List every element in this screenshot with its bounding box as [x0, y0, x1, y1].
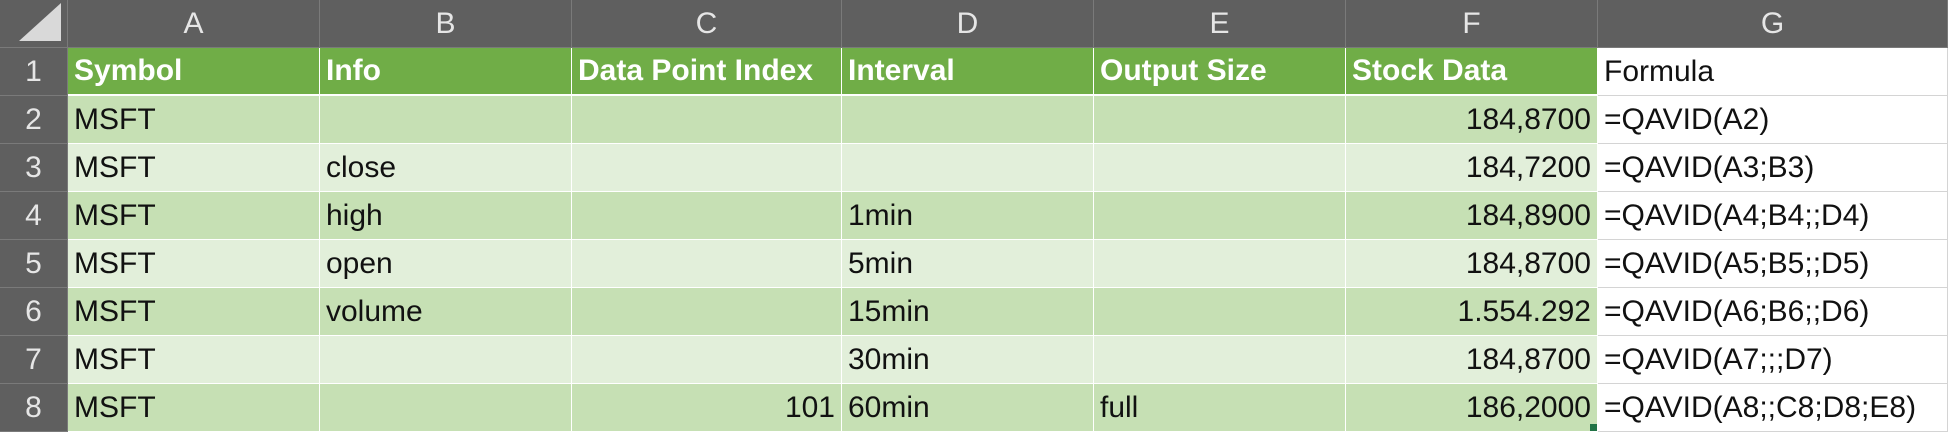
header-cell-info[interactable]: Info: [320, 48, 572, 96]
row-header-5[interactable]: 5: [0, 240, 68, 288]
cell-data-point-index[interactable]: [572, 192, 842, 240]
cell-symbol[interactable]: MSFT: [68, 96, 320, 144]
cell-info[interactable]: open: [320, 240, 572, 288]
column-header-d[interactable]: D: [842, 0, 1094, 48]
cell-info[interactable]: [320, 96, 572, 144]
row-header-6[interactable]: 6: [0, 288, 68, 336]
cell-symbol[interactable]: MSFT: [68, 144, 320, 192]
column-header-f[interactable]: F: [1346, 0, 1598, 48]
cell-symbol[interactable]: MSFT: [68, 192, 320, 240]
cell-interval[interactable]: [842, 144, 1094, 192]
header-cell-output-size[interactable]: Output Size: [1094, 48, 1346, 96]
cell-output-size[interactable]: [1094, 96, 1346, 144]
cell-interval[interactable]: 60min: [842, 384, 1094, 432]
cell-info[interactable]: high: [320, 192, 572, 240]
cell-formula[interactable]: =QAVID(A5;B5;;D5): [1598, 240, 1948, 288]
row-header-8[interactable]: 8: [0, 384, 68, 432]
cell-interval[interactable]: 15min: [842, 288, 1094, 336]
row-header-4[interactable]: 4: [0, 192, 68, 240]
row-header-1[interactable]: 1: [0, 48, 68, 96]
header-cell-interval[interactable]: Interval: [842, 48, 1094, 96]
row-header-3[interactable]: 3: [0, 144, 68, 192]
cell-output-size[interactable]: [1094, 144, 1346, 192]
cell-stock-data[interactable]: 184,8700: [1346, 336, 1598, 384]
cell-output-size[interactable]: [1094, 240, 1346, 288]
cell-interval[interactable]: 30min: [842, 336, 1094, 384]
cell-formula[interactable]: =QAVID(A6;B6;;D6): [1598, 288, 1948, 336]
select-all-corner[interactable]: [0, 0, 68, 48]
cell-stock-data[interactable]: 186,2000: [1346, 384, 1598, 432]
cell-stock-data[interactable]: 184,7200: [1346, 144, 1598, 192]
cell-data-point-index[interactable]: [572, 144, 842, 192]
cell-data-point-index[interactable]: 101: [572, 384, 842, 432]
cell-data-point-index[interactable]: [572, 288, 842, 336]
cell-formula[interactable]: =QAVID(A2): [1598, 96, 1948, 144]
cell-info[interactable]: close: [320, 144, 572, 192]
cell-formula[interactable]: =QAVID(A7;;;D7): [1598, 336, 1948, 384]
select-all-triangle-icon: [19, 3, 61, 41]
cell-info[interactable]: volume: [320, 288, 572, 336]
cell-symbol[interactable]: MSFT: [68, 384, 320, 432]
cell-interval[interactable]: 1min: [842, 192, 1094, 240]
column-header-b[interactable]: B: [320, 0, 572, 48]
header-cell-formula[interactable]: Formula: [1598, 48, 1948, 96]
cell-symbol[interactable]: MSFT: [68, 240, 320, 288]
cell-output-size[interactable]: full: [1094, 384, 1346, 432]
header-cell-data-point-index[interactable]: Data Point Index: [572, 48, 842, 96]
cell-data-point-index[interactable]: [572, 240, 842, 288]
cell-symbol[interactable]: MSFT: [68, 288, 320, 336]
cell-interval[interactable]: [842, 96, 1094, 144]
row-header-7[interactable]: 7: [0, 336, 68, 384]
cell-stock-data[interactable]: 184,8900: [1346, 192, 1598, 240]
header-cell-symbol[interactable]: Symbol: [68, 48, 320, 96]
cell-data-point-index[interactable]: [572, 96, 842, 144]
cell-stock-data[interactable]: 1.554.292: [1346, 288, 1598, 336]
fill-handle-icon[interactable]: [1590, 424, 1597, 431]
row-header-2[interactable]: 2: [0, 96, 68, 144]
cell-interval[interactable]: 5min: [842, 240, 1094, 288]
cell-output-size[interactable]: [1094, 288, 1346, 336]
cell-formula[interactable]: =QAVID(A4;B4;;D4): [1598, 192, 1948, 240]
cell-stock-data[interactable]: 184,8700: [1346, 96, 1598, 144]
cell-data-point-index[interactable]: [572, 336, 842, 384]
header-cell-stock-data[interactable]: Stock Data: [1346, 48, 1598, 96]
cell-info[interactable]: [320, 384, 572, 432]
cell-output-size[interactable]: [1094, 336, 1346, 384]
cell-formula[interactable]: =QAVID(A8;;C8;D8;E8): [1598, 384, 1948, 432]
cell-stock-data-value: 186,2000: [1465, 390, 1591, 424]
column-header-e[interactable]: E: [1094, 0, 1346, 48]
column-header-c[interactable]: C: [572, 0, 842, 48]
cell-info[interactable]: [320, 336, 572, 384]
cell-symbol[interactable]: MSFT: [68, 336, 320, 384]
cell-stock-data[interactable]: 184,8700: [1346, 240, 1598, 288]
column-header-a[interactable]: A: [68, 0, 320, 48]
column-header-g[interactable]: G: [1598, 0, 1948, 48]
cell-output-size[interactable]: [1094, 192, 1346, 240]
cell-formula[interactable]: =QAVID(A3;B3): [1598, 144, 1948, 192]
